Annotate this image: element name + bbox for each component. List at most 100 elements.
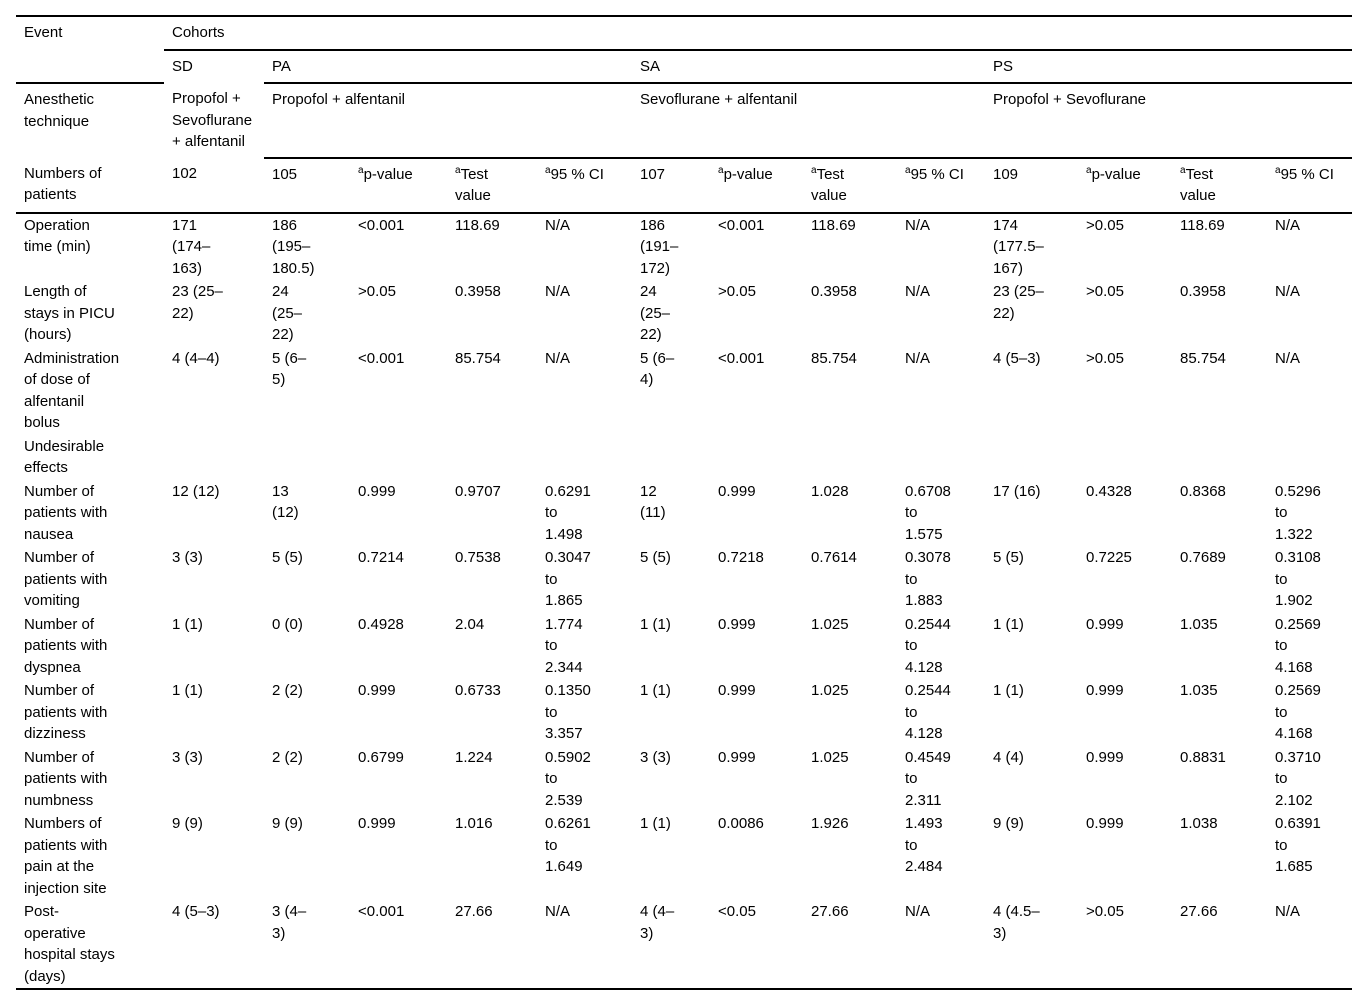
header-row-cohort-codes: SD PA SA PS [16,49,1352,84]
col-header-cohorts: Cohorts [164,15,1352,51]
footnote-marker-a: a [358,164,364,176]
row-label: Number of patients with vomiting [24,549,108,609]
col-header-sa: SA [632,49,985,84]
technique-sa: Sevoflurane + alfentanil [632,83,985,159]
cell-value: 4 (5–3) [993,349,1041,367]
cell-ci: N/A [897,900,985,990]
footnote-marker-a: a [455,164,461,176]
cell-p-value: >0.05 [1086,283,1124,300]
cell-p-value: 0.999 [1086,748,1124,766]
cell-sd-value: 23 (25–22) [172,283,223,322]
cell-ci: 0.6291 to 1.498 [545,482,591,543]
table-header: Event Cohorts SD PA SA PS Anesthetic tec… [16,15,1352,214]
ci-label: 95 % CI [1280,165,1334,183]
cell-ci: 0.2544 to 4.128 [905,615,951,676]
cell-test-value: 1.035 [1180,615,1218,633]
cell-test-value: 85.754 [1180,349,1226,367]
footnote-marker-a: a [718,164,724,176]
cell-value: 24 (25–22) [640,283,671,343]
footnote-marker-a: a [1180,164,1186,176]
cell-p-value: 0.0086 [718,815,764,832]
header-row-patients: Numbers of patients 102 105 ap-value aTe… [16,157,1352,214]
p-value-header-pa: ap-value [350,157,447,214]
cell-value: 5 (6–4) [640,349,675,389]
cell-test-value: 85.754 [811,349,857,367]
cell-p-value: 0.7225 [1086,549,1132,566]
section-row: Undesirable effects [16,435,1352,480]
cell-value: 1 (1) [640,615,671,633]
cell-sd-value: 9 (9) [172,815,203,832]
cell-test-value: 1.016 [455,815,493,832]
cell-p-value: 0.7214 [358,549,404,566]
col-header-sd: SD [172,57,193,75]
cell-value: 2 (2) [272,748,303,766]
cell-value: 5 (5) [640,549,671,566]
table-row: Number of patients with vomiting 3 (3) 5 (… [16,546,1352,613]
table-body: Operation time (min) 171 (174–163) 186 (19… [16,213,1352,990]
cell-test-value: 1.028 [811,482,849,500]
cell-value: 17 (16) [993,482,1041,500]
cell-p-value: >0.05 [1078,900,1172,990]
col-header-event: Event [16,15,164,84]
test-value-header-ps: aTest value [1172,157,1267,214]
cell-test-value: 1.025 [811,748,849,766]
cell-value: 1 (1) [640,815,671,832]
test-value-label: Test value [1180,165,1216,205]
p-value-header-ps: ap-value [1078,157,1172,214]
table-row: Number of patients with dyspnea 1 (1) 0 (0… [16,613,1352,680]
p-value-label: p-value [1091,165,1141,183]
cell-p-value: 0.999 [718,615,756,633]
n-ps: 109 [985,157,1078,214]
cell-value: 174 (177.5–167) [993,216,1044,277]
ci-header-sa: a95 % CI [897,157,985,214]
cell-ci: 0.3047 to 1.865 [545,549,591,609]
empty-cell [164,435,1352,480]
cell-ci: N/A [1275,283,1301,300]
cell-p-value: 0.4328 [1086,482,1132,500]
cell-test-value: 2.04 [455,615,485,633]
cell-p-value: 0.4928 [358,615,404,633]
cell-value: 13 (12) [272,482,299,522]
cell-p-value: <0.05 [710,900,803,990]
cell-value: 3 (3) [640,748,671,766]
row-label: Number of patients with dyspnea [24,615,108,676]
cell-value: 1 (1) [993,615,1024,633]
cell-value: 9 (9) [272,815,303,832]
cell-sd-value: 4 (5–3) [164,900,264,990]
cell-test-value: 0.3958 [1180,283,1226,300]
p-value-header-sa: ap-value [710,157,803,214]
ci-label: 95 % CI [910,165,964,183]
cell-ci: 0.4549 to 2.311 [905,748,951,809]
n-pa: 105 [264,157,350,214]
table-row: Operation time (min) 171 (174–163) 186 (19… [16,213,1352,281]
cell-p-value: >0.05 [358,283,396,300]
cell-sd-value: 171 (174–163) [172,216,211,277]
cell-p-value: 0.999 [358,682,396,699]
outcomes-table: Event Cohorts SD PA SA PS Anesthetic tec… [16,15,1352,990]
cell-ci: N/A [537,900,632,990]
cell-p-value: >0.05 [1086,216,1124,234]
table-row: Length of stays in PICU (hours) 23 (25–22… [16,280,1352,347]
cell-ci: N/A [905,283,931,300]
row-label: Number of patients with numbness [24,748,108,809]
cell-test-value: 0.7614 [811,549,857,566]
cell-p-value: 0.7218 [718,549,764,566]
cell-test-value: 118.69 [811,216,856,234]
cell-p-value: 0.999 [1086,615,1124,633]
table-row: Numbers of patients with pain at the inj… [16,812,1352,900]
cell-value: 1 (1) [993,682,1024,699]
cell-test-value: 0.9707 [455,482,501,500]
table-row: Number of patients with dizziness 1 (1) 2 … [16,679,1352,746]
col-header-ps: PS [985,49,1352,84]
cell-test-value: 0.8831 [1180,748,1226,766]
cell-sd-value: 4 (4–4) [172,349,220,367]
cell-p-value: 0.999 [718,682,756,699]
cell-test-value: 27.66 [447,900,537,990]
cell-ci: 1.774 to 2.344 [545,615,583,676]
cell-ci: 0.5902 to 2.539 [545,748,591,809]
cell-ci: 1.493 to 2.484 [905,815,943,875]
footnote-marker-a: a [905,164,911,176]
cell-test-value: 0.7689 [1180,549,1226,566]
cell-ci: 0.6261 to 1.649 [545,815,591,875]
cell-sd-value: 3 (3) [172,549,203,566]
